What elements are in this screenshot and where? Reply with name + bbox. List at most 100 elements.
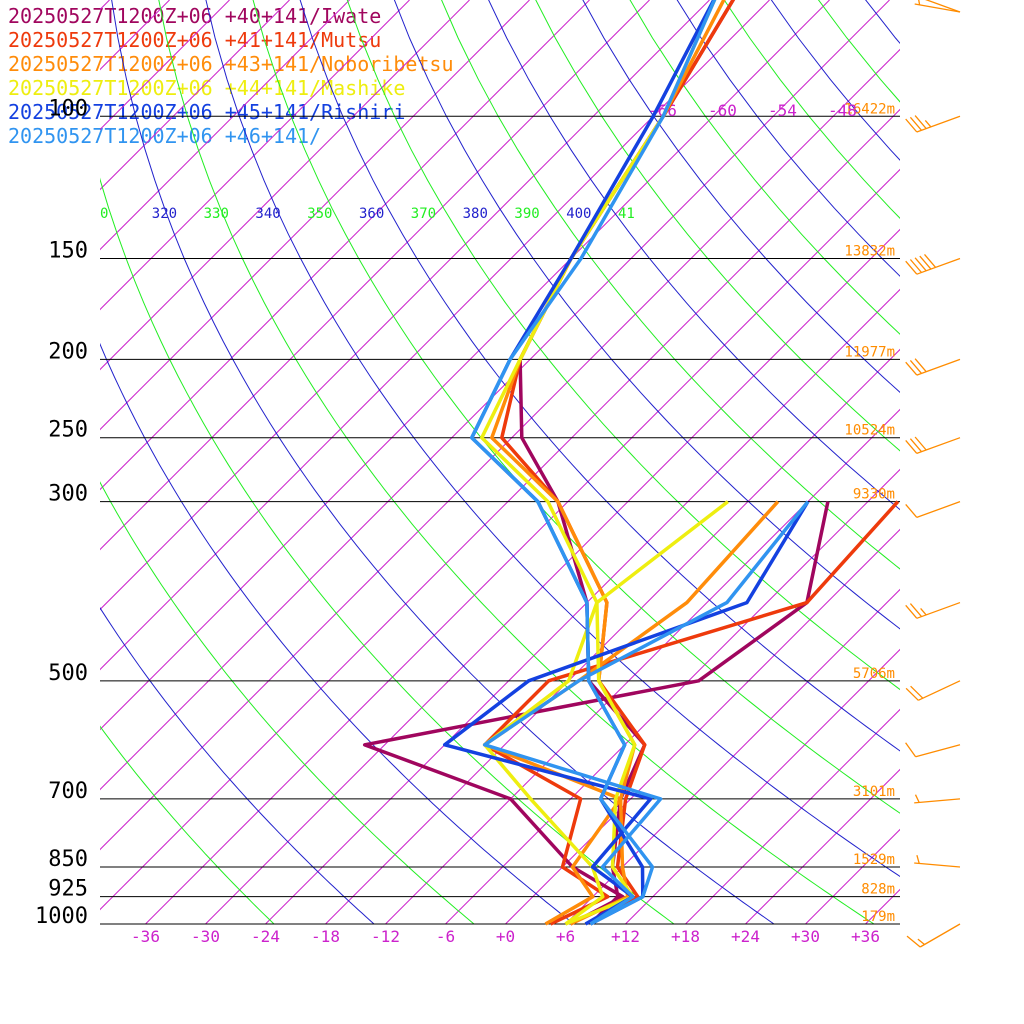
pressure-label: 200	[48, 339, 88, 364]
wind-barbs	[905, 0, 961, 948]
wind-barb-feather	[914, 115, 927, 130]
wind-barb	[905, 501, 961, 519]
height-label: 179m	[861, 909, 895, 925]
height-label: 16422m	[844, 101, 895, 117]
pressure-label: 500	[48, 661, 88, 686]
isotherm-line	[100, 0, 650, 551]
isotherm-line	[100, 0, 830, 731]
dewpoint-line	[482, 500, 729, 926]
isotherm-line	[265, 288, 900, 924]
wind-barb-feather	[905, 361, 918, 376]
theta-label: 360	[359, 206, 384, 222]
legend-entry-46n: 20250527T1200Z+06 +46+141/	[8, 124, 322, 148]
wind-barb	[905, 601, 961, 619]
wind-barb-shaft	[914, 862, 961, 868]
x-tick-label: -30	[191, 927, 220, 946]
isotherm-line	[100, 0, 470, 371]
theta-label: 370	[411, 206, 436, 222]
theta-line	[111, 0, 775, 924]
theta-label: 0	[100, 206, 108, 222]
isotherm-line	[100, 0, 710, 611]
isotherm-line	[145, 168, 900, 924]
isotherm-line	[805, 828, 900, 924]
pressure-label: 300	[48, 482, 88, 507]
theta-line	[629, 0, 900, 335]
height-label: 1529m	[853, 852, 895, 868]
theta-line	[346, 0, 900, 691]
wind-barb-feather	[914, 358, 927, 373]
isotherm-line	[100, 0, 890, 791]
wind-barb-feather	[910, 685, 924, 699]
height-label: 5706m	[853, 666, 895, 682]
theta-line	[535, 0, 900, 452]
theta-line	[865, 0, 900, 45]
height-label: 10524m	[844, 423, 895, 439]
wind-barb-half-feather	[916, 855, 920, 864]
wind-barb-shaft	[916, 115, 961, 133]
height-label: 3101m	[853, 784, 895, 800]
wind-barb-shaft	[918, 680, 961, 701]
wind-barb-feather	[909, 603, 922, 618]
isotherm-line	[100, 0, 350, 251]
height-label: 828m	[861, 882, 895, 898]
wind-barb	[905, 742, 961, 758]
top-isotherm-label: -54	[768, 101, 797, 120]
theta-line	[252, 0, 900, 814]
theta-line	[676, 0, 900, 277]
temperature-line	[470, 0, 717, 926]
wind-barb	[914, 855, 961, 868]
x-tick-label: +36	[851, 927, 880, 946]
wind-barb-feather	[906, 935, 921, 948]
x-tick-label: -12	[371, 927, 400, 946]
isotherm-line	[100, 48, 900, 851]
legend-entry-noboribetsu: 20250527T1200Z+06 +43+141/Noboribetsu	[8, 52, 454, 76]
height-label: 13832m	[844, 243, 895, 259]
isotherm-line	[0, 0, 50, 924]
wind-barb-shaft	[916, 358, 961, 376]
wind-barb-feather	[914, 257, 927, 272]
wind-barb-feather	[919, 255, 932, 270]
wind-barb	[905, 115, 961, 133]
theta-line	[393, 0, 900, 630]
wind-barb	[905, 436, 961, 455]
wind-barb	[905, 680, 961, 701]
wind-barb-feather	[914, 436, 927, 451]
wind-barb-feather	[909, 259, 922, 273]
dewpoint-line	[362, 501, 830, 926]
wind-barb-feather	[905, 118, 918, 133]
wind-barb-half-feather	[917, 938, 925, 946]
temperature-axis: -36 -30 -24 -18 -12 -6 +0 +6 +12 +18 +24 +30 +36	[131, 927, 880, 946]
wind-barb	[925, 0, 961, 13]
theta-line	[910, 0, 1024, 924]
pressure-grid: 100 16422m 150 13832m 200 11977m 250 10524m 300 9…	[35, 96, 900, 929]
wind-barb-feather	[905, 503, 918, 518]
wind-barb-feather	[909, 438, 922, 453]
pressure-label: 925	[48, 877, 88, 902]
legend: 20250527T1200Z+06 +40+141/Iwate 20250527…	[8, 4, 454, 148]
pressure-label: 850	[48, 847, 88, 872]
theta-line	[999, 0, 1024, 924]
wind-barb	[906, 923, 961, 948]
theta-label: 380	[463, 206, 488, 222]
isotherm-line	[926, 0, 1024, 924]
isotherm-line	[986, 0, 1024, 924]
isotherm-line	[100, 0, 530, 431]
theta-label: 390	[514, 206, 539, 222]
wind-barb-feather	[909, 116, 922, 131]
wind-barb-feather	[905, 439, 918, 454]
wind-barb-half-feather	[918, 0, 921, 6]
isotherm-line	[445, 468, 900, 924]
pressure-label: 250	[48, 418, 88, 443]
x-tick-label: -36	[131, 927, 160, 946]
wind-barb-half-feather	[920, 607, 927, 616]
wind-barb-shaft	[915, 744, 961, 758]
pressure-label: 150	[48, 238, 88, 263]
wind-barb-shaft	[916, 437, 961, 455]
wind-barb-shaft	[919, 923, 961, 948]
isotherm-line	[100, 0, 590, 491]
wind-barb-feather	[909, 359, 922, 374]
wind-barb-half-feather	[924, 119, 932, 128]
theta-label: 41	[618, 206, 635, 222]
legend-entry-rishiri: 20250527T1200Z+06 +45+141/Rishiri	[8, 100, 406, 124]
